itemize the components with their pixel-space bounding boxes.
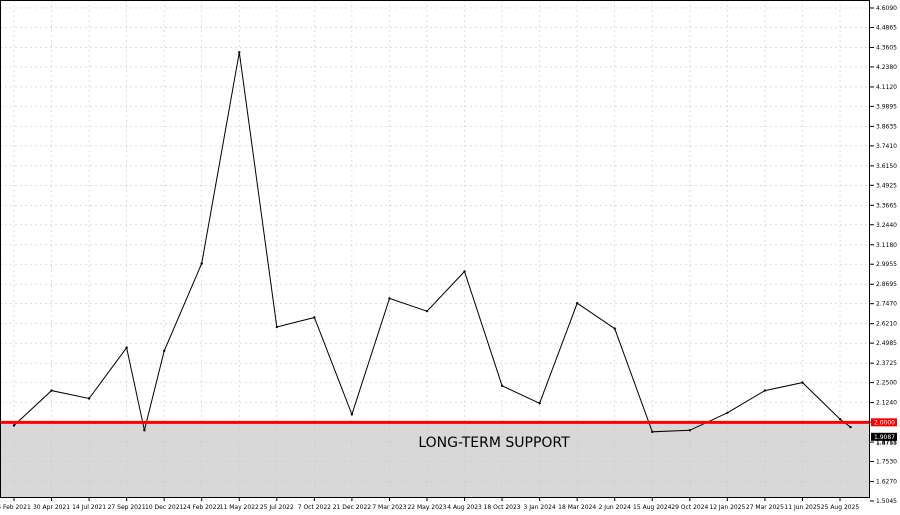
price-point bbox=[651, 430, 654, 434]
x-tick-label: 7 Mar 2023 bbox=[372, 504, 406, 511]
price-point bbox=[500, 384, 504, 387]
x-tick-label: 30 Apr 2021 bbox=[33, 504, 70, 511]
y-tick-label: 3.6150 bbox=[876, 163, 897, 170]
x-tick-label: 10 Dec 2021 bbox=[145, 504, 184, 511]
price-point bbox=[575, 302, 579, 305]
support-zone bbox=[0, 422, 870, 498]
price-point bbox=[388, 297, 391, 300]
price-point bbox=[838, 417, 842, 421]
price-point bbox=[425, 309, 429, 313]
y-tick-label: 2.9955 bbox=[876, 261, 897, 268]
x-tick-label: 15 Aug 2024 bbox=[633, 504, 672, 511]
price-point bbox=[238, 51, 241, 54]
y-tick-label: 2.7470 bbox=[876, 301, 897, 308]
support-price-tag bbox=[871, 418, 897, 427]
current-price-ghost-label: 1.8755 bbox=[876, 440, 897, 447]
y-tick-label: 4.2380 bbox=[876, 64, 897, 71]
y-tick-label: 1.6270 bbox=[876, 479, 897, 486]
y-tick-label: 2.3725 bbox=[876, 360, 897, 367]
x-tick-label: 25 Jul 2022 bbox=[260, 504, 294, 511]
x-tick-label: 4 Aug 2023 bbox=[447, 504, 482, 511]
x-tick-label: 5 Feb 2021 bbox=[0, 504, 31, 511]
x-tick-label: 18 Mar 2024 bbox=[558, 504, 596, 511]
x-tick-label: 27 Sep 2021 bbox=[108, 504, 146, 511]
y-tick-label: 2.1240 bbox=[876, 400, 897, 407]
y-tick-label: 3.8635 bbox=[876, 123, 897, 130]
x-tick-label: 29 Oct 2024 bbox=[671, 504, 708, 511]
x-tick-label: 11 Jun 2025 bbox=[784, 504, 820, 511]
x-tick-label: 3 Jan 2024 bbox=[524, 504, 556, 511]
price-point bbox=[463, 270, 466, 273]
y-tick-label: 4.6090 bbox=[876, 5, 897, 12]
y-tick-label: 2.6210 bbox=[876, 321, 897, 328]
price-point bbox=[763, 389, 767, 392]
grid bbox=[0, 0, 870, 502]
y-tick-label: 4.3605 bbox=[876, 44, 897, 51]
y-tick-label: 3.2440 bbox=[876, 222, 897, 229]
current-price-tag-label: 1.9087 bbox=[874, 434, 895, 441]
support-price-tag-label: 2.0000 bbox=[874, 419, 895, 426]
x-tick-label: 24 Feb 2022 bbox=[183, 504, 221, 511]
price-point bbox=[726, 411, 729, 414]
x-tick-label: 18 Oct 2023 bbox=[484, 504, 521, 511]
price-point bbox=[538, 402, 541, 405]
price-point bbox=[275, 325, 279, 329]
price-point bbox=[849, 425, 852, 429]
price-point bbox=[801, 381, 804, 384]
y-tick-label: 2.2500 bbox=[876, 380, 897, 387]
x-axis: 5 Feb 2021 30 Apr 2021 14 Jul 2021 27 Sep 2… bbox=[0, 498, 859, 511]
price-series-line bbox=[13, 52, 851, 433]
x-tick-label: 2 Jun 2024 bbox=[599, 504, 631, 511]
y-tick-label: 1.5045 bbox=[876, 498, 897, 505]
support-label: LONG-TERM SUPPORT bbox=[418, 435, 570, 451]
y-tick-label: 2.4985 bbox=[876, 340, 897, 347]
x-tick-label: 12 Jan 2025 bbox=[709, 504, 745, 511]
y-tick-label: 3.4925 bbox=[876, 182, 897, 189]
price-point bbox=[162, 349, 166, 353]
price-point bbox=[143, 429, 146, 432]
x-tick-label: 25 Aug 2025 bbox=[821, 504, 860, 511]
price-point bbox=[688, 429, 692, 432]
y-tick-label: 1.8755 bbox=[876, 439, 897, 446]
price-point bbox=[313, 316, 316, 319]
x-tick-label: 22 May 2023 bbox=[407, 504, 446, 511]
y-tick-label: 1.7530 bbox=[876, 459, 897, 466]
x-tick-label: 14 Jul 2021 bbox=[72, 504, 106, 511]
y-axis: 4.6090 4.4865 4.3605 4.2380 4.1120 3.9895 3.86… bbox=[870, 5, 897, 505]
price-point bbox=[200, 262, 203, 265]
y-tick-label: 4.4865 bbox=[876, 24, 897, 31]
price-point bbox=[50, 389, 53, 392]
x-tick-label: 11 May 2022 bbox=[220, 504, 259, 511]
y-tick-label: 2.8695 bbox=[876, 281, 897, 288]
y-tick-label: 3.1180 bbox=[876, 242, 897, 249]
x-tick-label: 7 Oct 2022 bbox=[298, 504, 331, 511]
y-tick-label: 3.3665 bbox=[876, 202, 897, 209]
price-point bbox=[87, 397, 91, 400]
y-tick-label: 3.7410 bbox=[876, 143, 897, 150]
price-point bbox=[613, 327, 616, 330]
x-tick-label: 27 Mar 2025 bbox=[746, 504, 784, 511]
x-tick-label: 21 Dec 2022 bbox=[333, 504, 372, 511]
y-tick-label: 3.9895 bbox=[876, 103, 897, 110]
plot-frame bbox=[0, 0, 870, 498]
price-point bbox=[350, 413, 354, 416]
price-point bbox=[12, 424, 16, 427]
y-tick-label: 4.1120 bbox=[876, 84, 897, 91]
current-price-tag bbox=[871, 432, 897, 441]
price-point bbox=[125, 346, 128, 349]
